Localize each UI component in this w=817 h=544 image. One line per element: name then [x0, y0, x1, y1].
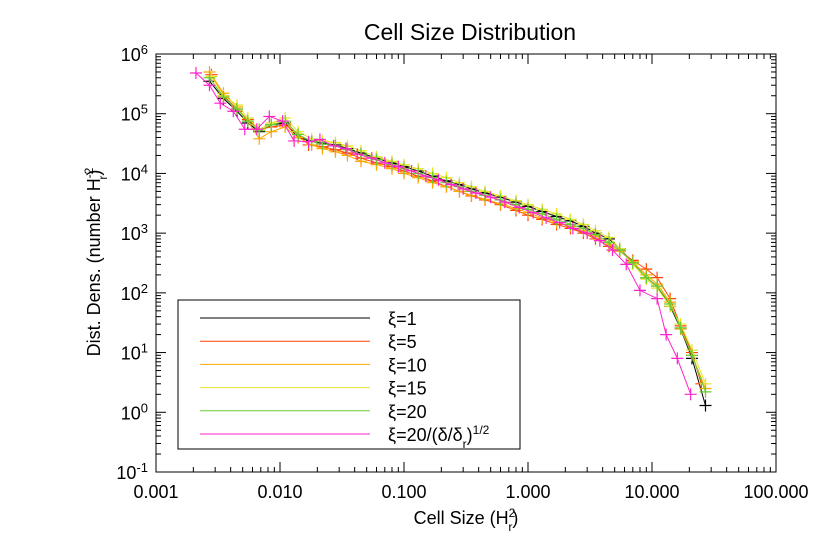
data-point-marker — [602, 236, 615, 249]
legend-entry: ξ=5 — [388, 332, 417, 352]
y-tick-label: 102 — [121, 280, 148, 304]
data-point-marker — [265, 118, 278, 131]
chart-title: Cell Size Distribution — [364, 19, 576, 45]
data-point-marker — [540, 211, 553, 224]
data-point-marker — [684, 388, 697, 401]
y-tick-label: 103 — [121, 221, 148, 245]
data-point-marker — [550, 213, 563, 226]
y-axis-ticks: 10-1 100 101 102 103 104 105 106 — [116, 42, 776, 484]
data-point-marker — [566, 222, 579, 235]
data-point-marker — [365, 152, 378, 165]
data-point-marker — [302, 135, 315, 148]
data-point-marker — [651, 292, 664, 305]
data-point-marker — [339, 142, 352, 155]
data-point-marker — [263, 110, 276, 123]
data-point-marker — [203, 79, 216, 92]
data-point-marker — [227, 105, 240, 118]
series-6 — [189, 67, 697, 401]
x-tick-label: 0.001 — [133, 482, 178, 502]
data-point-marker — [327, 139, 340, 152]
x-tick-label: 0.100 — [381, 482, 426, 502]
data-point-marker — [660, 328, 673, 341]
data-point-marker — [241, 115, 254, 128]
legend-entry: ξ=20 — [388, 402, 427, 422]
x-axis-ticks: 0.001 0.010 0.100 1.000 10.000 100.000 — [133, 54, 809, 502]
y-tick-label: 100 — [121, 400, 148, 424]
legend-entry: ξ=10 — [388, 355, 427, 375]
data-point-marker — [581, 227, 594, 240]
data-point-marker — [685, 349, 698, 362]
data-point-marker — [238, 123, 251, 136]
data-point-marker — [392, 160, 405, 173]
data-point-marker — [527, 206, 540, 219]
data-point-marker — [351, 148, 364, 161]
data-point-marker — [250, 123, 263, 136]
data-point-marker — [664, 298, 677, 311]
data-point-marker — [457, 182, 470, 195]
data-point-marker — [378, 156, 391, 169]
data-point-marker — [674, 321, 687, 334]
data-point-marker — [214, 97, 227, 110]
data-point-marker — [513, 201, 526, 214]
data-point-marker — [276, 115, 289, 128]
data-point-marker — [432, 173, 445, 186]
data-point-marker — [313, 133, 326, 146]
data-point-marker — [593, 234, 606, 247]
data-point-marker — [633, 284, 646, 297]
series-layer — [189, 65, 712, 412]
data-point-marker — [292, 128, 305, 141]
data-point-marker — [498, 196, 511, 209]
data-point-marker — [606, 244, 619, 257]
x-axis-label: Cell Size (H2 r) — [414, 506, 519, 534]
y-tick-label: 106 — [121, 42, 148, 66]
data-point-marker — [469, 187, 482, 200]
data-point-marker — [484, 191, 497, 204]
data-point-marker — [651, 280, 664, 293]
data-point-marker — [671, 352, 684, 365]
x-tick-label: 100.000 — [743, 482, 808, 502]
plot-frame — [155, 53, 777, 473]
y-tick-label: 10-1 — [116, 460, 148, 484]
legend-entry: ξ=20/(δ/δr)1/2 — [388, 423, 490, 451]
y-tick-label: 105 — [121, 101, 148, 125]
x-tick-label: 10.000 — [624, 482, 679, 502]
data-point-marker — [699, 385, 712, 398]
data-point-marker — [620, 258, 633, 271]
data-point-marker — [288, 134, 301, 147]
data-point-marker — [217, 91, 230, 104]
data-point-marker — [626, 256, 639, 269]
x-tick-label: 0.010 — [257, 482, 302, 502]
legend-entry: ξ=15 — [388, 379, 427, 399]
data-point-marker — [553, 216, 566, 229]
x-tick-label: 1.000 — [505, 482, 550, 502]
legend: ξ=1 ξ=5 ξ=10 ξ=15 ξ=20ξ=20/(δ/δr)1/2 — [177, 299, 521, 451]
y-tick-label: 101 — [121, 340, 148, 364]
data-point-marker — [189, 67, 202, 80]
data-point-marker — [699, 399, 712, 412]
data-point-marker — [640, 271, 653, 284]
y-axis-label: Dist. Dens. (number H-2r) — [82, 167, 110, 356]
legend-box — [177, 299, 521, 450]
y-tick-label: 104 — [121, 161, 148, 185]
legend-entry: ξ=1 — [388, 309, 417, 329]
data-point-marker — [445, 178, 458, 191]
data-point-marker — [419, 170, 432, 183]
data-point-marker — [405, 164, 418, 177]
